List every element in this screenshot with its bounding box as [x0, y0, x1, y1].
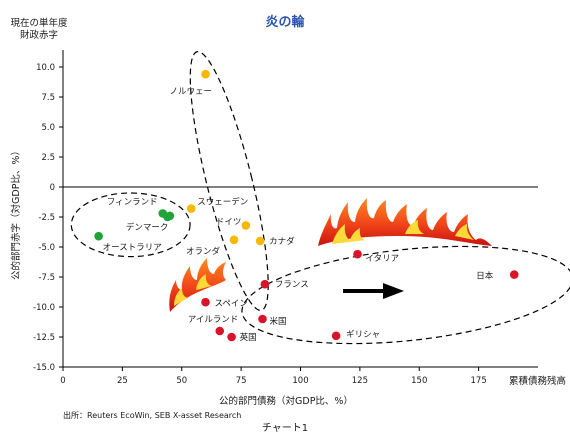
data-label: スウェーデン [197, 197, 248, 208]
data-point-red [201, 297, 210, 307]
data-point-red [331, 331, 341, 341]
green-group-ellipse [70, 192, 191, 258]
y-tick-label: 10.0 [36, 63, 55, 73]
y-tick-label: -5.0 [38, 243, 55, 253]
x-tick-label: 100 [292, 376, 308, 386]
data-point-red [227, 332, 236, 342]
y-tick-label: 5.0 [41, 123, 55, 133]
y-tick-label: -2.5 [38, 213, 55, 223]
data-point-red [509, 270, 519, 279]
flames-left-illustration [169, 258, 226, 312]
x-tick-label: 0 [60, 376, 65, 386]
data-point-red [258, 314, 267, 324]
red-group-ellipse [241, 245, 570, 345]
data-label: カナダ [269, 236, 295, 247]
axes: 10.0 7.5 5.0 2.5 0 -2.5 -5.0 -7.5 -10.0 -12.5 -15.… [33, 50, 538, 386]
y-tick-label: 0 [50, 183, 55, 193]
x-tick-label: 125 [352, 376, 368, 386]
data-label: フィンランド [107, 197, 158, 207]
data-point-yellow [229, 235, 239, 245]
y-tick-label: -10.0 [33, 303, 55, 313]
data-point-red [353, 249, 362, 259]
yellow-group-ellipse [189, 51, 269, 311]
data-point-yellow [186, 204, 196, 213]
data-label: デンマーク [126, 222, 169, 233]
chart-caption: チャート1 [262, 422, 308, 434]
data-point-yellow [201, 69, 210, 79]
y-tick-label: -12.5 [33, 333, 55, 343]
data-point-red [260, 279, 270, 289]
y-tick-label: 2.5 [41, 153, 55, 163]
data-label: アイルランド [188, 315, 239, 325]
trend-arrow [343, 283, 404, 299]
flames-right-illustration [318, 198, 492, 246]
x-tick-label: 175 [471, 376, 487, 386]
group-ellipses [70, 51, 570, 345]
y-tick-label: -15.0 [33, 363, 55, 373]
data-point-red [215, 326, 225, 336]
data-label: ギリシャ [346, 330, 380, 340]
data-point-green [94, 231, 103, 241]
data-label: 英国 [240, 332, 257, 343]
x-axis-right-label: 累積債務残高 [509, 375, 566, 387]
x-tick-label: 150 [411, 376, 427, 386]
y-tick-label: -7.5 [38, 273, 55, 283]
y-axis-top-label-line1: 現在の単年度 [10, 17, 68, 29]
data-point-green [165, 211, 175, 221]
data-label: オランダ [186, 246, 221, 257]
data-label: スペイン [215, 299, 248, 309]
data-label: ドイツ [216, 217, 242, 227]
data-point-yellow [255, 236, 265, 246]
y-axis-top-label-line2: 財政赤字 [20, 29, 58, 41]
y-axis-label: 公的部門赤字（対GDP比、%） [10, 146, 22, 280]
x-axis-label: 公的部門債務（対GDP比、%） [219, 395, 353, 407]
data-label: ノルウェー [170, 87, 213, 97]
y-tick-label: 7.5 [41, 93, 55, 103]
data-label: イタリア [366, 254, 400, 264]
data-label: 米国 [270, 316, 287, 327]
data-label: 日本 [476, 271, 494, 282]
data-point-yellow [241, 221, 251, 230]
data-label: フランス [275, 280, 309, 290]
source-note: 出所：Reuters EcoWin, SEB X-asset Research [63, 410, 241, 420]
x-tick-label: 25 [117, 376, 128, 386]
data-points [94, 69, 519, 342]
x-tick-label: 50 [176, 376, 187, 386]
x-tick-label: 75 [236, 376, 247, 386]
data-label: オーストラリア [103, 243, 162, 253]
chart-title: 炎の輪 [265, 14, 305, 30]
